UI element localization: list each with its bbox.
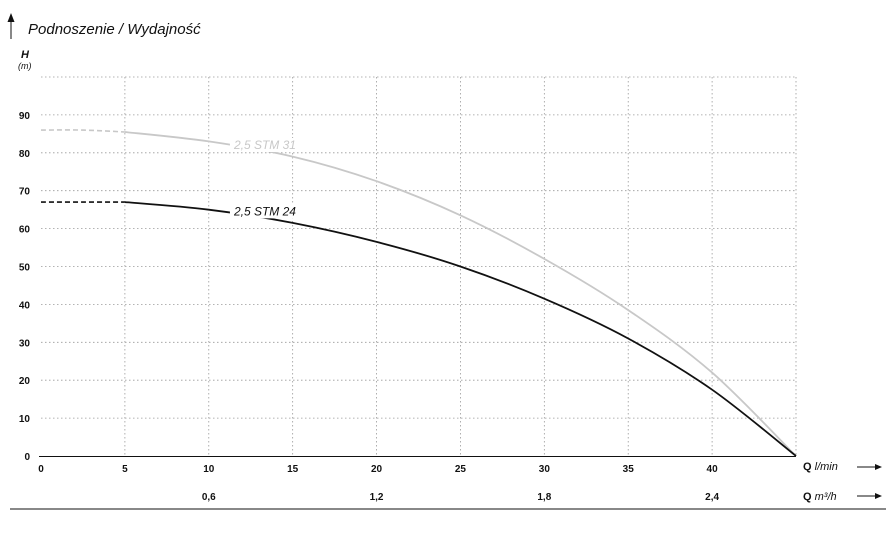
y-tick-label: 10 bbox=[19, 414, 31, 425]
x-tick-label: 15 bbox=[287, 464, 299, 475]
right-arrow-icon bbox=[857, 493, 882, 499]
series-lines bbox=[40, 129, 797, 457]
x-tick-label: 5 bbox=[122, 464, 128, 475]
series-label: 2,5 STM 31 bbox=[233, 138, 296, 152]
chart-header: Podnoszenie / Wydajność H (m) bbox=[7, 13, 201, 71]
series-labels: 2,5 STM 31 2,5 STM 24 bbox=[229, 138, 300, 219]
y-tick-label: 20 bbox=[19, 376, 31, 387]
y-tick-label: 90 bbox=[19, 111, 31, 122]
secondary-x-tick-label: 0,6 bbox=[202, 492, 216, 503]
x-tick-label: 40 bbox=[707, 464, 719, 475]
x-tick-label: 35 bbox=[623, 464, 635, 475]
x-tick-label: 25 bbox=[455, 464, 467, 475]
secondary-x-axis-ticks: 0,6 1,2 1,8 2,4 bbox=[202, 492, 720, 503]
x-tick-label: 30 bbox=[539, 464, 551, 475]
y-tick-label: 40 bbox=[19, 300, 31, 311]
x-axis-title: Q l/min Q m³/h bbox=[803, 461, 882, 503]
y-tick-label: 70 bbox=[19, 187, 31, 198]
series-line-dashed bbox=[40, 129, 125, 133]
y-tick-label: 0 bbox=[24, 452, 30, 463]
y-tick-label: 80 bbox=[19, 149, 31, 160]
x-axis-ticks: 0 5 10 15 20 25 30 35 40 bbox=[38, 464, 718, 475]
secondary-x-tick-label: 1,8 bbox=[537, 492, 551, 503]
y-tick-label: 30 bbox=[19, 338, 31, 349]
y-axis-ticks: 0 10 20 30 40 50 60 70 80 90 bbox=[19, 111, 31, 463]
series-label-background bbox=[229, 138, 300, 153]
secondary-x-tick-label: 2,4 bbox=[705, 492, 719, 503]
grid bbox=[39, 76, 797, 457]
y-tick-label: 50 bbox=[19, 263, 31, 274]
chart-title: Podnoszenie / Wydajność bbox=[28, 21, 201, 38]
right-arrow-icon bbox=[857, 464, 882, 470]
secondary-x-axis-label: Q m³/h bbox=[803, 491, 837, 503]
x-tick-label: 0 bbox=[38, 464, 44, 475]
x-tick-label: 10 bbox=[203, 464, 215, 475]
x-tick-label: 20 bbox=[371, 464, 383, 475]
y-axis-symbol: H bbox=[21, 49, 30, 61]
x-axis-label: Q l/min bbox=[803, 461, 838, 473]
y-tick-label: 60 bbox=[19, 225, 31, 236]
secondary-x-tick-label: 1,2 bbox=[370, 492, 384, 503]
series-label: 2,5 STM 24 bbox=[233, 204, 296, 218]
y-axis-unit: (m) bbox=[18, 61, 32, 71]
up-arrow-icon bbox=[7, 13, 15, 39]
series-label-background bbox=[229, 204, 300, 219]
